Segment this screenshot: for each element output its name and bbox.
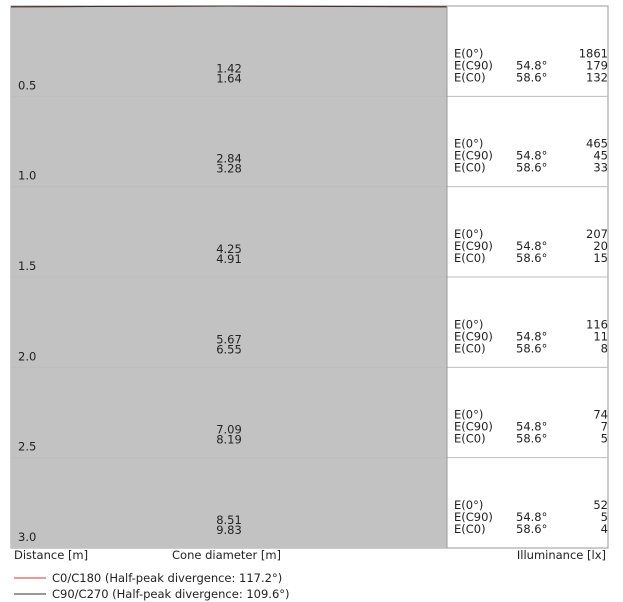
illuminance-label-ec90: E(C90)	[454, 329, 493, 343]
illuminance-ec90-value: 5	[601, 510, 608, 524]
illuminance-label-ec90: E(C90)	[454, 420, 493, 434]
illuminance-label-ec90: E(C90)	[454, 510, 493, 524]
illuminance-ec90-value: 179	[586, 58, 608, 72]
cone-diameter-c0: 5.67	[216, 332, 242, 346]
illuminance-ec90-value: 11	[593, 329, 608, 343]
illuminance-ec0-value: 5	[601, 432, 608, 446]
illuminance-e0-value: 465	[586, 137, 608, 151]
cone-diameter-c90: 6.55	[216, 342, 242, 356]
cone-diameter-c90: 4.91	[216, 252, 242, 266]
cone-diameter-c0: 1.42	[216, 61, 242, 75]
illuminance-label-ec90: E(C90)	[454, 58, 493, 72]
angle-c90: 54.8°	[516, 239, 547, 253]
cone-c90-line	[10, 5, 448, 8]
distance-label: 3.0	[18, 530, 36, 544]
legend-c90-label: C90/C270 (Half-peak divergence: 109.6°)	[52, 587, 290, 601]
angle-c90: 54.8°	[516, 510, 547, 524]
angle-c0: 58.6°	[516, 70, 547, 84]
illuminance-ec0-value: 15	[593, 251, 608, 265]
illuminance-label-ec0: E(C0)	[454, 70, 486, 84]
illuminance-e0-value: 1861	[579, 46, 608, 60]
cone-diameter-c90: 9.83	[216, 523, 242, 537]
illuminance-label-ec0: E(C0)	[454, 341, 486, 355]
illuminance-label-ec0: E(C0)	[454, 251, 486, 265]
cone-diameter-c90: 3.28	[216, 162, 242, 176]
cone-diameter-c90: 1.64	[216, 71, 242, 85]
illuminance-label-ec0: E(C0)	[454, 432, 486, 446]
cone-diameter-c90: 8.19	[216, 433, 242, 447]
distance-label: 0.5	[18, 78, 36, 92]
angle-c0: 58.6°	[516, 341, 547, 355]
illuminance-ec0-value: 4	[601, 522, 608, 536]
illuminance-ec90-value: 7	[601, 420, 608, 434]
illuminance-e0-value: 207	[586, 227, 608, 241]
illuminance-axis-label: Illuminance [lx]	[517, 548, 606, 562]
angle-c90: 54.8°	[516, 58, 547, 72]
cone-diameter-c0: 4.25	[216, 242, 242, 256]
illuminance-label-ec0: E(C0)	[454, 522, 486, 536]
illuminance-label-e0: E(0°)	[454, 46, 483, 60]
illuminance-ec0-value: 132	[586, 70, 608, 84]
distance-label: 2.5	[18, 440, 36, 454]
legend-c0-label: C0/C180 (Half-peak divergence: 117.2°)	[52, 571, 282, 585]
illuminance-e0-value: 52	[593, 498, 608, 512]
illuminance-label-e0: E(0°)	[454, 408, 483, 422]
angle-c0: 58.6°	[516, 522, 547, 536]
angle-c90: 54.8°	[516, 329, 547, 343]
angle-c0: 58.6°	[516, 251, 547, 265]
cone-diameter-c0: 7.09	[216, 423, 242, 437]
illuminance-label-ec90: E(C90)	[454, 239, 493, 253]
distance-label: 2.0	[18, 349, 36, 363]
cone-diameter-c0: 8.51	[216, 513, 242, 527]
illuminance-e0-value: 74	[593, 408, 608, 422]
illuminance-ec0-value: 33	[593, 161, 608, 175]
angle-c90: 54.8°	[516, 149, 547, 163]
distance-label: 1.5	[18, 259, 36, 273]
illuminance-label-ec90: E(C90)	[454, 149, 493, 163]
illuminance-label-e0: E(0°)	[454, 498, 483, 512]
illuminance-label-e0: E(0°)	[454, 137, 483, 151]
illuminance-label-e0: E(0°)	[454, 317, 483, 331]
illuminance-label-e0: E(0°)	[454, 227, 483, 241]
illuminance-ec0-value: 8	[601, 341, 608, 355]
illuminance-ec90-value: 20	[593, 239, 608, 253]
grid-lines	[11, 95, 608, 459]
cone-diameter-c0: 2.84	[216, 152, 242, 166]
legend: C0/C180 (Half-peak divergence: 117.2°) C…	[14, 571, 290, 601]
angle-c90: 54.8°	[516, 420, 547, 434]
angle-c0: 58.6°	[516, 161, 547, 175]
distance-axis-label: Distance [m]	[14, 548, 88, 562]
distance-label: 1.0	[18, 169, 36, 183]
illuminance-e0-value: 116	[586, 317, 608, 331]
angle-c0: 58.6°	[516, 432, 547, 446]
rows-group: 0.51.421.64E(0°)E(C90)E(C0)54.8°58.6°186…	[18, 46, 608, 544]
illuminance-ec90-value: 45	[593, 149, 608, 163]
illuminance-label-ec0: E(C0)	[454, 161, 486, 175]
cone-axis-label: Cone diameter [m]	[172, 548, 281, 562]
